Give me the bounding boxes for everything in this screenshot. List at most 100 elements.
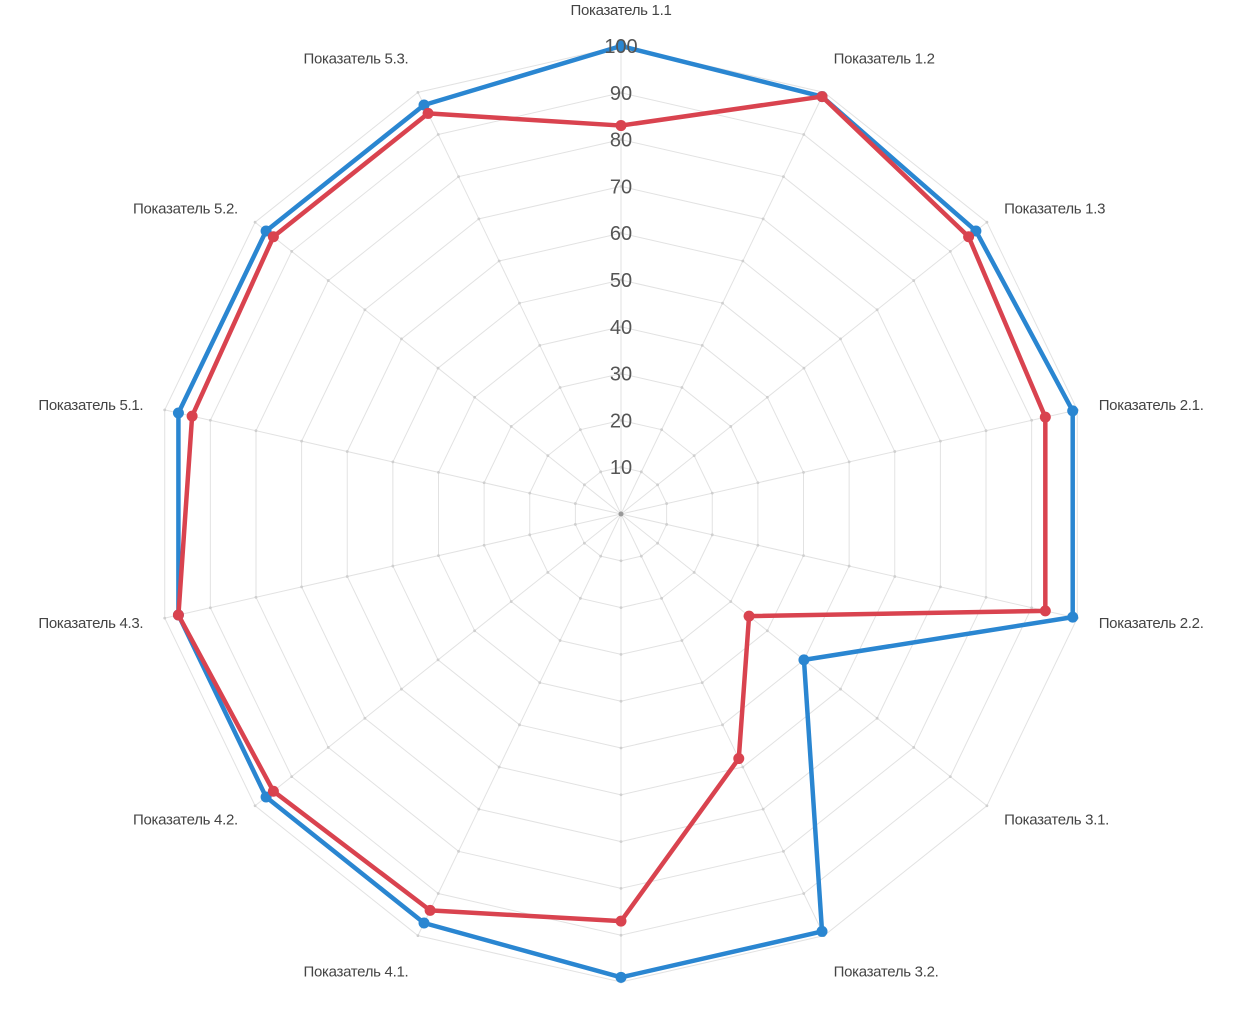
grid-vertex [558,639,562,642]
axis-label: Показатель 2.2. [1099,615,1204,632]
grid-vertex [741,765,745,769]
grid-vertex [680,639,684,642]
grid-vertex [416,90,420,94]
grid-vertex [509,425,513,428]
data-point [260,791,272,803]
grid-vertex [984,595,988,599]
axis-label: Показатель 1.1 [570,2,671,19]
grid-vertex [692,454,696,458]
grid-vertex [761,807,765,811]
grid-vertex [163,616,167,620]
grid-vertex [253,220,257,224]
grid-vertex [599,470,603,474]
grid-vertex [477,807,481,811]
axis-label: Показатель 5.1. [38,397,143,414]
grid-vertex [253,804,257,808]
grid-vertex [656,541,659,545]
grid-vertex [692,570,696,574]
grid-vertex [802,892,806,895]
grid-vertex [619,933,623,937]
axis-label: Показатель 5.2. [133,200,238,217]
grid-vertex [300,585,304,589]
grid-vertex [985,220,989,224]
grid-vertex [573,502,577,505]
grid-vertex [518,301,521,305]
grid-vertex [619,465,623,469]
grid-vertex [893,450,897,453]
axis-label: Показатель 4.3. [38,615,143,632]
grid-vertex [619,419,623,422]
axis-label: Показатель 4.1. [304,963,409,980]
grid-vertex [436,366,440,370]
grid-vertex [473,629,477,633]
grid-vertex [619,606,623,609]
data-point [172,407,184,419]
grid-vertex [436,892,440,895]
grid-vertex [583,483,586,487]
grid-vertex [290,775,294,779]
grid-vertex [619,278,623,282]
grid-vertex [700,343,704,347]
grid-vertex [665,523,669,526]
data-point [798,654,810,666]
grid-vertex [254,429,258,433]
axis-label: Показатель 1.2 [834,51,935,68]
radial-tick-label: 100 [604,36,637,58]
grid-vertex [619,840,623,843]
radial-ticks: 10 20 30 40 50 60 70 80 90 100 [604,36,637,479]
grid-vertex [802,554,805,558]
grid-vertex [528,491,532,495]
radial-tick-label: 90 [610,83,632,105]
data-point [615,40,627,52]
grid-vertex [578,428,582,432]
radial-tick-label: 50 [610,270,632,292]
grid-vertex [1030,606,1034,610]
axis-label: Показатель 3.1. [1004,812,1109,829]
grid-vertex [436,658,440,662]
data-point [963,231,975,243]
grid-vertex [721,723,724,727]
grid-vertex [912,279,916,282]
grid-vertex [782,175,785,179]
data-point [267,231,279,243]
grid-vertex [948,775,952,779]
grid-vertex [765,395,769,399]
radial-tick-label: 80 [610,130,632,152]
axis-label: Показатель 4.2. [133,812,238,829]
grid-vertex [660,428,664,432]
grid-vertex [619,699,623,703]
grid-vertex [619,185,623,188]
grid-vertex [665,502,669,505]
grid-vertex [619,793,623,797]
grid-vertex [473,395,477,399]
grid-vertex [326,279,330,282]
grid-vertex [497,765,501,769]
grid-vertex [457,175,460,179]
data-point [186,410,198,422]
radial-tick-label: 30 [610,364,632,386]
grid-vertex [756,543,760,547]
grid-vertex [948,249,952,253]
grid-vertex [729,600,733,603]
data-point [424,904,436,916]
grid-vertex [700,681,704,685]
grid-vertex [656,483,659,487]
grid-vertex [363,716,367,720]
data-point [615,120,627,132]
grid-vertex [741,259,745,263]
grid-vertex [528,533,532,537]
data-point [267,785,279,797]
grid-vertex [639,470,643,474]
grid-vertex [391,564,395,568]
data-point [172,609,184,621]
grid-vertex [756,481,760,485]
axis-labels: Показатель 1.1 Показатель 1.2 Показатель 1… [38,2,1204,980]
grid-vertex [985,804,989,808]
grid-vertex [400,687,403,691]
grid-vertex [1030,418,1034,422]
grid-vertex [875,308,879,312]
axis-label: Показатель 1.3 [1004,200,1105,217]
grid-vertex [363,308,367,312]
data-point [733,753,745,765]
